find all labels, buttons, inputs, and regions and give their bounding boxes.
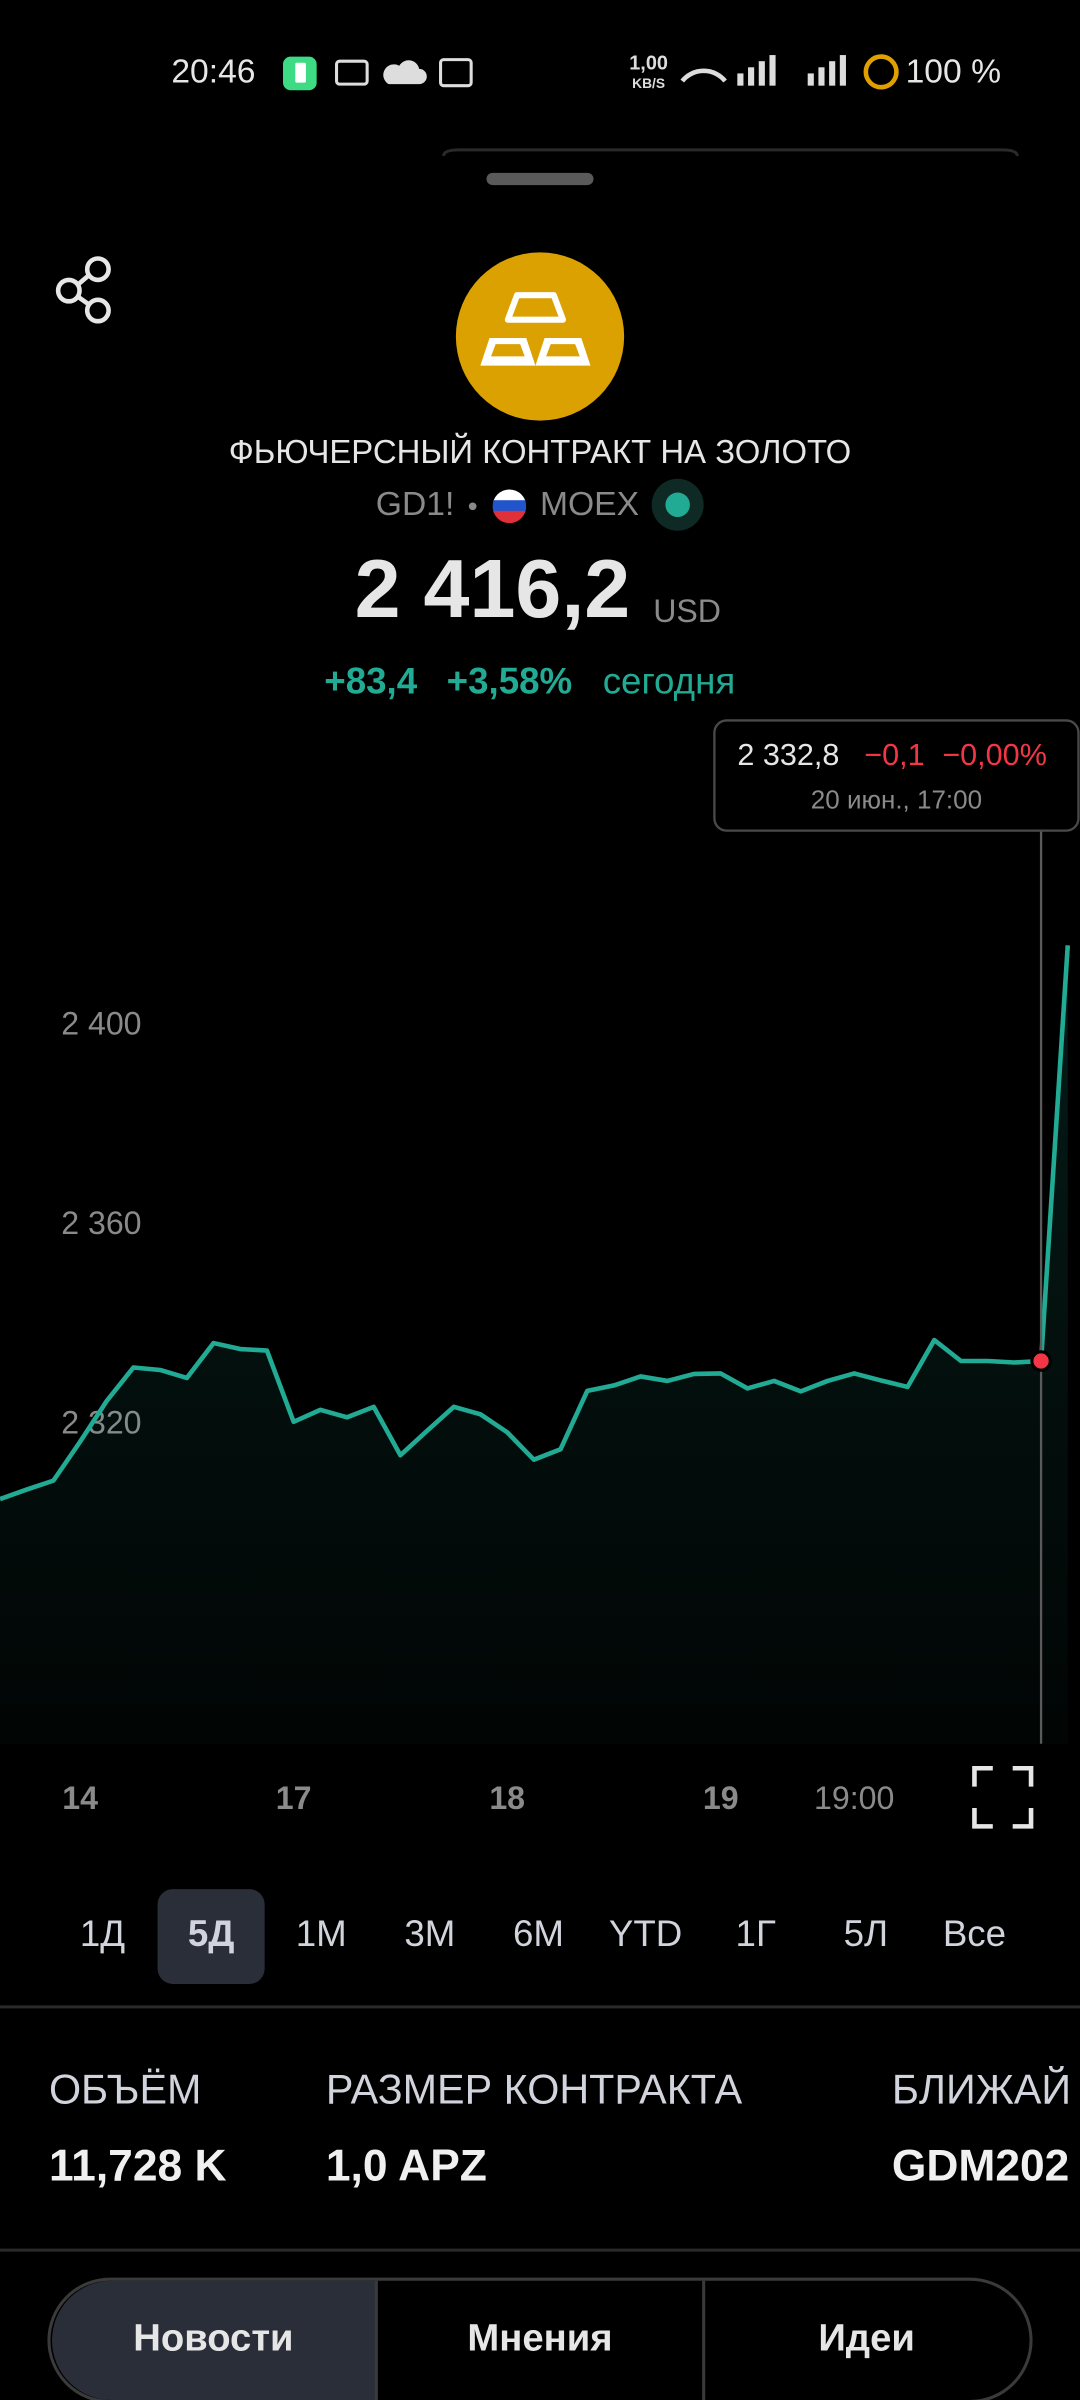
status-battery: 100 % [906,53,1001,90]
share-button[interactable] [55,256,111,324]
change-period: сегодня [603,660,736,701]
x-tick-label: 18 [489,1780,525,1816]
period-button[interactable]: 1Д [80,1913,125,1954]
tabs: Новости Мнения Идеи [52,2280,915,2400]
period-button[interactable]: YTD [609,1913,682,1954]
exchange: MOEX [540,486,639,523]
x-tick-label: 19 [703,1780,739,1816]
currency: USD [653,593,721,629]
market-status [665,492,690,518]
tooltip-change: −0,1 [864,738,924,772]
period-selector: 1Д 5Д 1М 3М 6М YTD 1Г 5Л Все [80,1889,1006,1984]
stat-value: 1,0 APZ [326,2142,487,2191]
tab-button[interactable]: Идеи [818,2316,915,2359]
tab-button[interactable]: Мнения [467,2316,612,2359]
period-button[interactable]: 3М [404,1913,455,1954]
tabs-frame [47,2277,1033,2400]
stat-label: БЛИЖАЙ [892,2066,1071,2112]
sheet-edge [442,148,1019,157]
change: +83,4 [324,660,417,701]
y-tick-label: 2 360 [61,1205,141,1241]
stats-row: ОБЪЁМ 11,728 K РАЗМЕР КОНТРАКТА 1,0 APZ БЛИЖ… [49,2066,1071,2190]
flag-ru [492,489,527,524]
status-icons [283,54,899,91]
status-speed: 1,00 [629,52,668,74]
ticker: GD1! [376,486,455,523]
period-selected-bg [157,1889,265,1984]
period-button[interactable]: 6М [513,1913,564,1954]
highlight-point [1030,1350,1052,1372]
tooltip-price: 2 332,8 [737,738,839,772]
period-button[interactable]: 5Д [188,1913,235,1954]
change-percent: +3,58% [447,660,573,701]
stat-label: РАЗМЕР КОНТРАКТА [326,2066,743,2112]
status-time: 20:46 [171,53,255,90]
tooltip-time: 20 июн., 17:00 [811,784,982,814]
symbol-title: ФЬЮЧЕРСНЫЙ КОНТРАКТ НА ЗОЛОТО [229,433,851,470]
stat-value: GDM202 [892,2142,1070,2191]
x-tick-label: 14 [62,1780,98,1816]
fullscreen-button[interactable] [972,1765,1034,1829]
symbol-logo [455,252,625,421]
period-button[interactable]: 1М [296,1913,347,1954]
tooltip-change-percent: −0,00% [942,738,1047,772]
tooltip-box [713,719,1080,832]
y-tick-label: 2 400 [61,1006,141,1042]
price: 2 416,2 [355,542,631,635]
status-speed-unit: KB/S [632,76,665,91]
period-button[interactable]: 5Л [844,1913,889,1954]
price-line [0,945,1071,1502]
period-button[interactable]: Все [943,1913,1006,1954]
stat-value: 11,728 K [49,2142,227,2191]
price-area [0,945,1068,1744]
x-tick-label: 17 [276,1780,312,1816]
stat-label: ОБЪЁМ [49,2066,202,2112]
drag-handle[interactable] [486,172,594,186]
period-button[interactable]: 1Г [736,1913,776,1954]
tab-selected-bg [52,2280,377,2400]
tab-button[interactable]: Новости [133,2316,293,2359]
x-tick-label: 19:00 [814,1780,894,1816]
separator-dot [468,502,477,511]
